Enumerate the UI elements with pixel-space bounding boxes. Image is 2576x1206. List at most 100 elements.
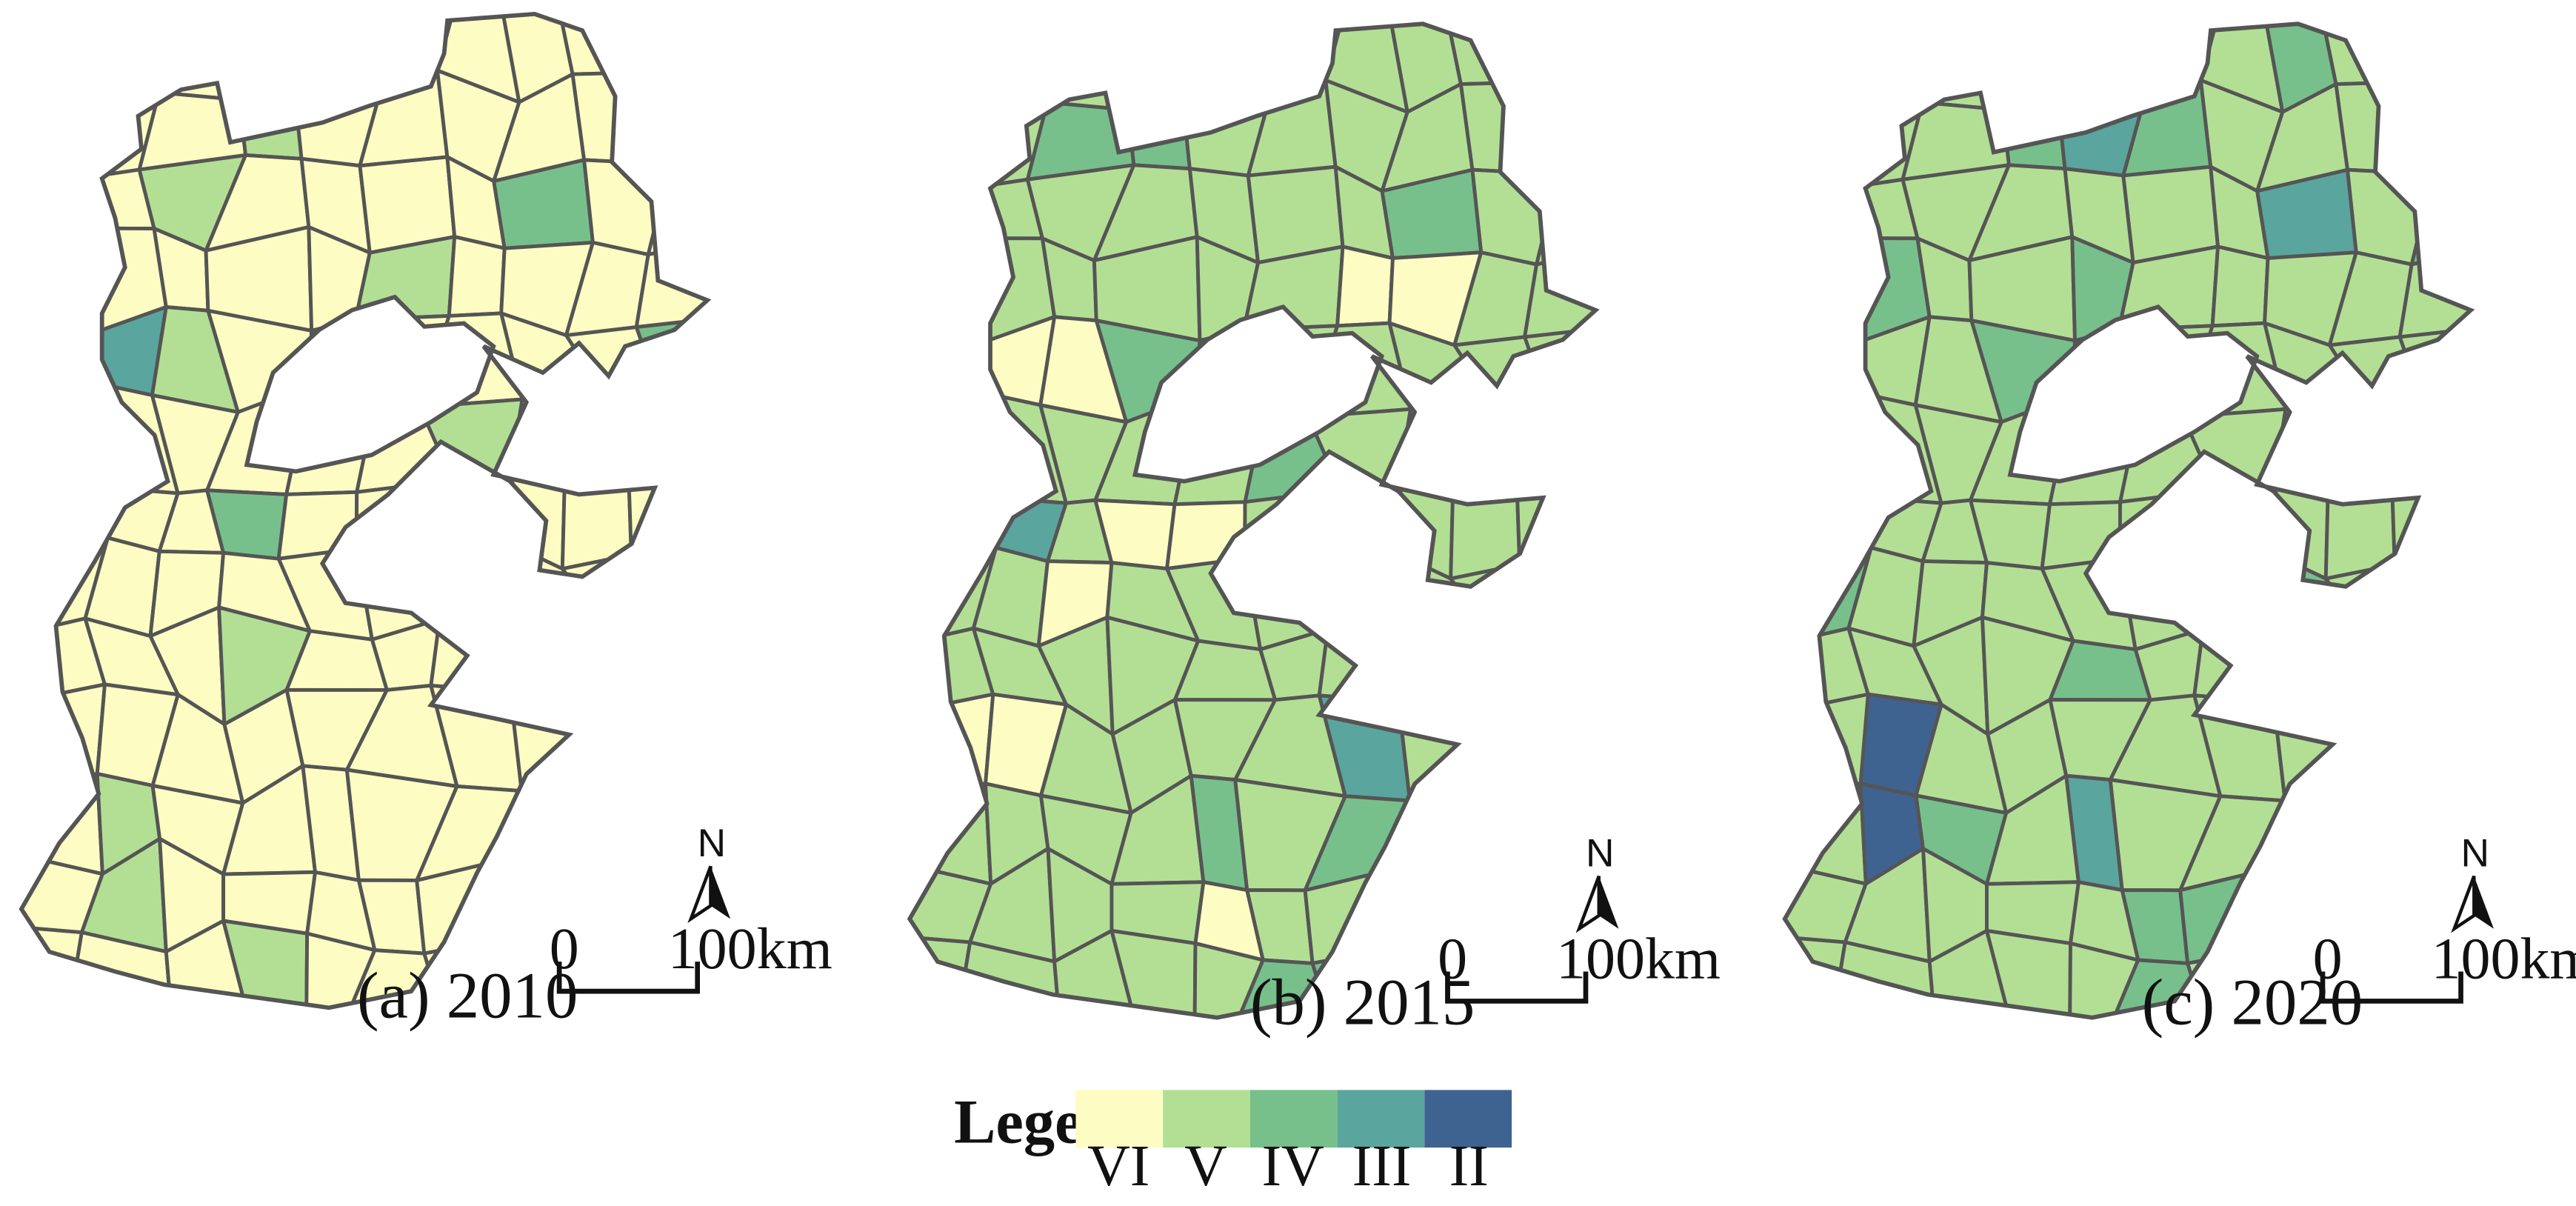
county-region — [2494, 393, 2553, 478]
county-region — [2466, 162, 2471, 271]
county-region — [1241, 324, 1340, 419]
county-region — [1335, 244, 1395, 328]
county-region — [2326, 385, 2425, 470]
region-cells — [910, 24, 1678, 1018]
county-region — [2466, 464, 2471, 578]
county-region — [910, 236, 977, 351]
legend: Legend VI V IV III II — [954, 1087, 1512, 1199]
scale-line-2010 — [556, 962, 701, 994]
county-region — [304, 931, 377, 1008]
county-region — [646, 153, 708, 257]
county-region — [2118, 488, 2218, 574]
county-region — [698, 544, 708, 648]
county-region — [21, 84, 94, 179]
county-region — [1246, 78, 1338, 178]
north-arrow-icon — [710, 866, 731, 919]
county-region — [910, 156, 982, 259]
county-region — [2272, 385, 2360, 481]
county-region — [1110, 928, 1198, 1018]
county-region — [2348, 694, 2421, 783]
county-region — [1180, 24, 1273, 99]
county-region — [1310, 476, 1409, 574]
county-region — [1125, 94, 1192, 171]
panel-caption-2015: (b) 2015 — [1250, 967, 1475, 1039]
county-region — [2117, 324, 2215, 419]
county-region — [21, 772, 104, 876]
county-region — [509, 376, 596, 470]
county-region — [2462, 637, 2471, 716]
scale-bar-2015: 0 100km — [1438, 926, 1721, 1004]
county-region — [1518, 562, 1595, 642]
map-panel-2015: (b) 2015 — [905, 21, 1678, 1039]
county-region — [21, 226, 89, 341]
county-region — [698, 627, 708, 706]
county-region — [2492, 244, 2553, 327]
county-region — [667, 70, 708, 167]
scale-end-2020: 100km — [2432, 926, 2576, 991]
map-2015-regions — [905, 21, 1678, 1025]
county-region — [1784, 473, 1873, 563]
county-region — [21, 925, 84, 1008]
north-arrow-icon — [2474, 876, 2494, 929]
county-region — [2492, 319, 2553, 424]
county-region — [2257, 616, 2357, 736]
map-panel-2010: (a) 2010 — [16, 10, 790, 1033]
county-region — [1446, 24, 1560, 86]
county-region — [584, 606, 649, 726]
county-region — [563, 376, 662, 460]
county-region — [634, 315, 708, 416]
scale-zero-2020: 0 — [2313, 926, 2343, 991]
county-region — [704, 69, 708, 185]
county-region — [2348, 616, 2412, 736]
county-region — [21, 462, 110, 553]
county-region — [910, 387, 992, 499]
county-region — [1590, 464, 1596, 578]
county-region — [1784, 315, 1846, 410]
county-region — [2346, 167, 2436, 267]
county-region — [628, 13, 708, 88]
county-region — [1517, 24, 1596, 98]
county-region — [354, 478, 455, 564]
legend-swatch-v — [1163, 1090, 1250, 1148]
north-arrow-icon — [1598, 876, 1619, 929]
map-2010-regions — [16, 10, 790, 1014]
county-region — [2210, 244, 2270, 328]
county-region — [1382, 616, 1481, 736]
north-arrow-2010: N — [687, 822, 731, 924]
county-region — [415, 859, 522, 956]
county-region — [1616, 244, 1678, 327]
county-region — [2461, 693, 2471, 812]
county-region — [1784, 387, 1867, 499]
county-region — [1784, 782, 1868, 886]
county-region — [1523, 324, 1596, 427]
county-region — [910, 473, 998, 563]
county-region — [2334, 79, 2436, 176]
county-region — [728, 310, 790, 414]
legend-label-vi: VI — [1087, 1133, 1149, 1199]
legend-swatches — [1075, 1090, 1512, 1148]
county-region — [573, 854, 658, 932]
county-region — [2403, 637, 2471, 716]
legend-label-iv: IV — [1261, 1133, 1324, 1199]
county-region — [2178, 869, 2285, 965]
county-region — [1619, 393, 1678, 478]
county-region — [1317, 627, 1401, 704]
county-region — [1592, 162, 1596, 271]
county-region — [582, 158, 673, 257]
county-region — [563, 927, 664, 1008]
county-region — [910, 315, 970, 410]
county-region — [1470, 167, 1561, 267]
county-region — [1192, 942, 1265, 1018]
county-region — [353, 314, 451, 409]
county-region — [230, 13, 318, 102]
north-label-2020: N — [2461, 831, 2490, 875]
county-region — [1472, 616, 1537, 736]
county-region — [910, 24, 978, 120]
county-region — [1397, 385, 1484, 481]
county-region — [447, 235, 507, 318]
county-region — [1985, 928, 2072, 1018]
county-region — [2272, 699, 2355, 803]
legend-swatch-iii — [1337, 1090, 1425, 1148]
county-region — [73, 13, 177, 95]
legend-swatch-iv — [1249, 1090, 1338, 1148]
